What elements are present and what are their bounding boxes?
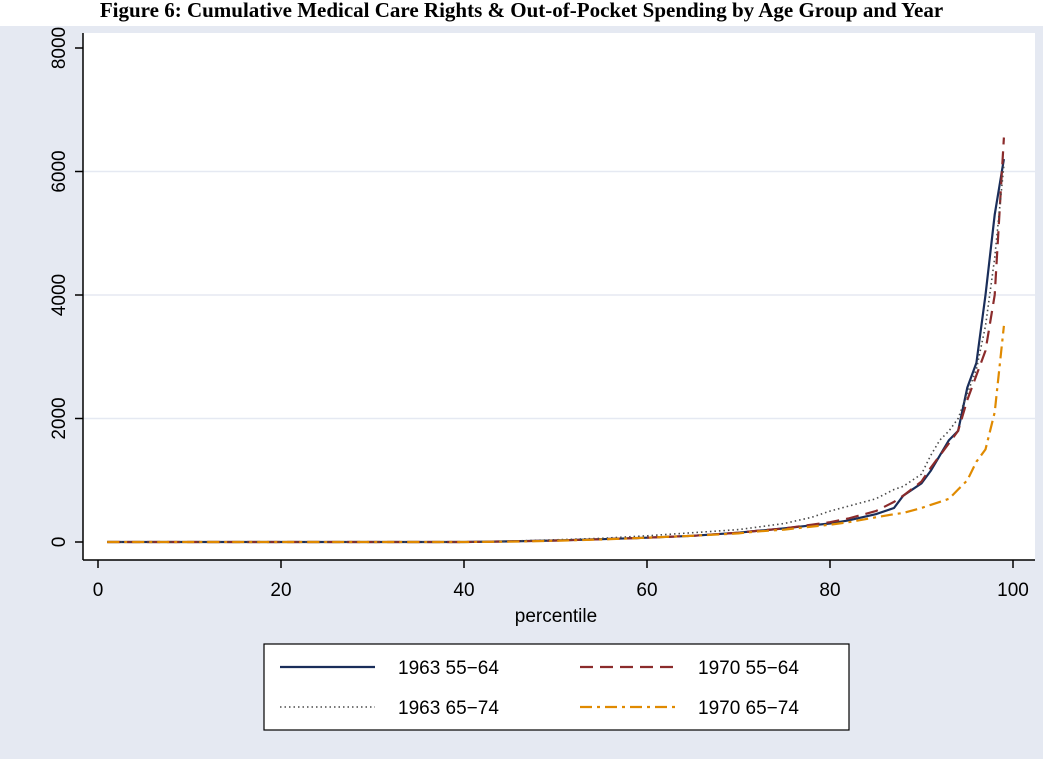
x-tick-label: 20 — [270, 580, 291, 601]
legend-box — [263, 643, 850, 731]
legend-label: 1970 55−64 — [698, 658, 799, 679]
y-tick-label: 4000 — [49, 274, 70, 316]
axes — [82, 33, 1035, 561]
y-axis-ticks: 0 2000 4000 6000 8000 — [49, 27, 83, 547]
x-tick-label: 100 — [997, 580, 1029, 601]
x-axis-title: percentile — [515, 606, 597, 627]
legend: 1963 55−64 1970 55−64 1963 65−74 1970 65−74 — [263, 643, 850, 731]
y-tick-label: 0 — [49, 537, 70, 548]
series-line — [107, 325, 1005, 544]
x-tick-label: 80 — [819, 580, 840, 601]
series-lines — [107, 137, 1005, 544]
y-tick-label: 6000 — [49, 150, 70, 192]
x-tick-label: 60 — [636, 580, 657, 601]
x-tick-label: 0 — [93, 580, 104, 601]
legend-label: 1970 65−74 — [698, 698, 799, 719]
chart-title: Figure 6: Cumulative Medical Care Rights… — [99, 0, 944, 22]
series-line — [107, 165, 1005, 543]
y-tick-label: 2000 — [49, 397, 70, 439]
x-tick-label: 40 — [453, 580, 474, 601]
y-tick-label: 8000 — [49, 27, 70, 69]
legend-label: 1963 65−74 — [398, 698, 499, 719]
legend-label: 1963 55−64 — [398, 658, 499, 679]
grid-lines — [83, 170, 1035, 420]
x-axis-ticks: 0 20 40 60 80 100 — [93, 560, 1029, 601]
plot-area — [83, 33, 1035, 560]
